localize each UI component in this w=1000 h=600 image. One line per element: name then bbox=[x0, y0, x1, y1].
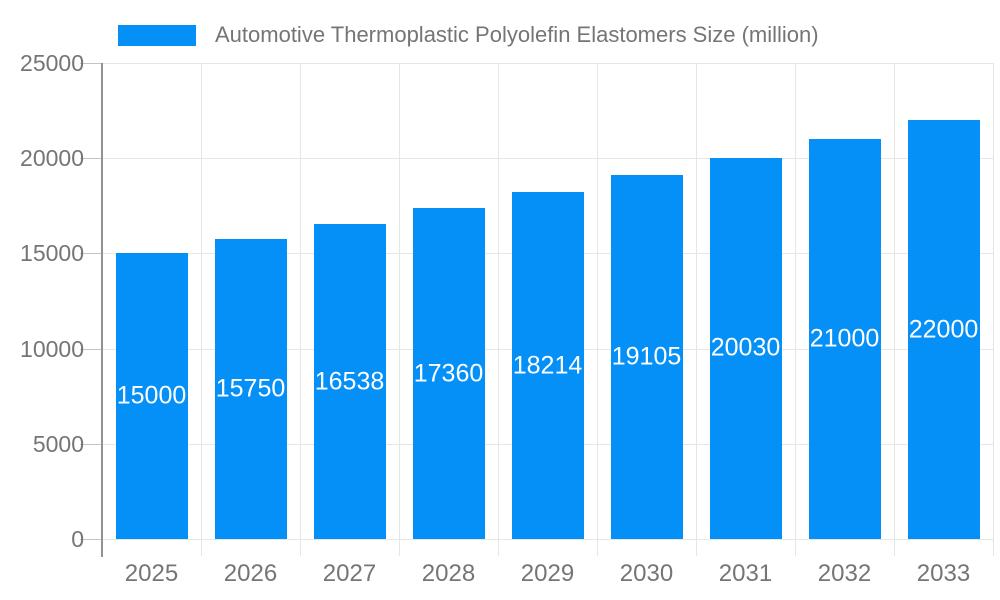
x-axis-tick-label: 2026 bbox=[223, 560, 278, 587]
x-axis-tick-label: 2032 bbox=[817, 560, 872, 587]
bar-2026[interactable]: 15750 bbox=[214, 239, 287, 539]
h-gridline bbox=[102, 539, 993, 540]
y-axis-line bbox=[101, 63, 103, 557]
bar-2029[interactable]: 18214 bbox=[511, 192, 584, 539]
v-gridline bbox=[993, 63, 994, 556]
y-tick bbox=[80, 348, 102, 350]
y-axis-tick-label: 10000 bbox=[20, 335, 84, 362]
bar-2033[interactable]: 22000 bbox=[907, 120, 980, 539]
y-tick bbox=[80, 539, 102, 540]
h-gridline bbox=[102, 158, 993, 160]
x-axis-tick-label: 2033 bbox=[916, 560, 971, 587]
v-gridline bbox=[201, 63, 202, 556]
bar-2028[interactable]: 17360 bbox=[412, 208, 485, 539]
bar-2030[interactable]: 19105 bbox=[610, 175, 683, 539]
v-gridline bbox=[399, 63, 400, 556]
x-axis-tick-label: 2025 bbox=[124, 560, 179, 587]
y-tick bbox=[80, 443, 102, 445]
x-axis-tick-label: 2027 bbox=[322, 560, 377, 587]
legend-label: Automotive Thermoplastic Polyolefin Elas… bbox=[215, 22, 819, 47]
bar-2032[interactable]: 21000 bbox=[808, 139, 881, 539]
x-axis-tick-label: 2030 bbox=[619, 560, 674, 587]
bar-2027[interactable]: 16538 bbox=[313, 224, 386, 539]
bar-2031[interactable]: 20030 bbox=[709, 157, 782, 539]
legend-swatch bbox=[118, 24, 196, 46]
y-axis-tick-label: 0 bbox=[71, 526, 84, 552]
bar-value-label: 16538 bbox=[314, 367, 385, 396]
bar-value-label: 20030 bbox=[710, 333, 781, 362]
y-axis-tick-label: 25000 bbox=[20, 50, 84, 76]
bar-value-label: 19105 bbox=[611, 342, 682, 371]
y-tick bbox=[80, 253, 102, 255]
x-axis-tick-label: 2029 bbox=[520, 560, 575, 587]
bar-value-label: 17360 bbox=[413, 359, 484, 388]
x-axis-tick-label: 2028 bbox=[421, 560, 476, 587]
v-gridline bbox=[795, 63, 796, 556]
bar-value-label: 15000 bbox=[116, 381, 187, 410]
bar-2025[interactable]: 15000 bbox=[115, 253, 188, 539]
bar-value-label: 22000 bbox=[908, 315, 979, 344]
y-tick bbox=[80, 158, 102, 160]
y-tick bbox=[80, 63, 102, 64]
v-gridline bbox=[300, 63, 301, 556]
v-gridline bbox=[894, 63, 895, 556]
y-axis-tick-label: 15000 bbox=[20, 240, 84, 267]
h-gridline bbox=[102, 63, 993, 64]
bar-value-label: 21000 bbox=[809, 324, 880, 353]
legend[interactable]: Automotive Thermoplastic Polyolefin Elas… bbox=[118, 22, 819, 48]
y-axis-tick-label: 5000 bbox=[32, 430, 84, 457]
x-axis-tick-label: 2031 bbox=[718, 560, 773, 587]
bar-value-label: 18214 bbox=[512, 351, 583, 380]
y-axis-tick-label: 20000 bbox=[20, 145, 84, 172]
v-gridline bbox=[597, 63, 598, 556]
v-gridline bbox=[696, 63, 697, 556]
bar-value-label: 15750 bbox=[215, 374, 286, 403]
v-gridline bbox=[498, 63, 499, 556]
